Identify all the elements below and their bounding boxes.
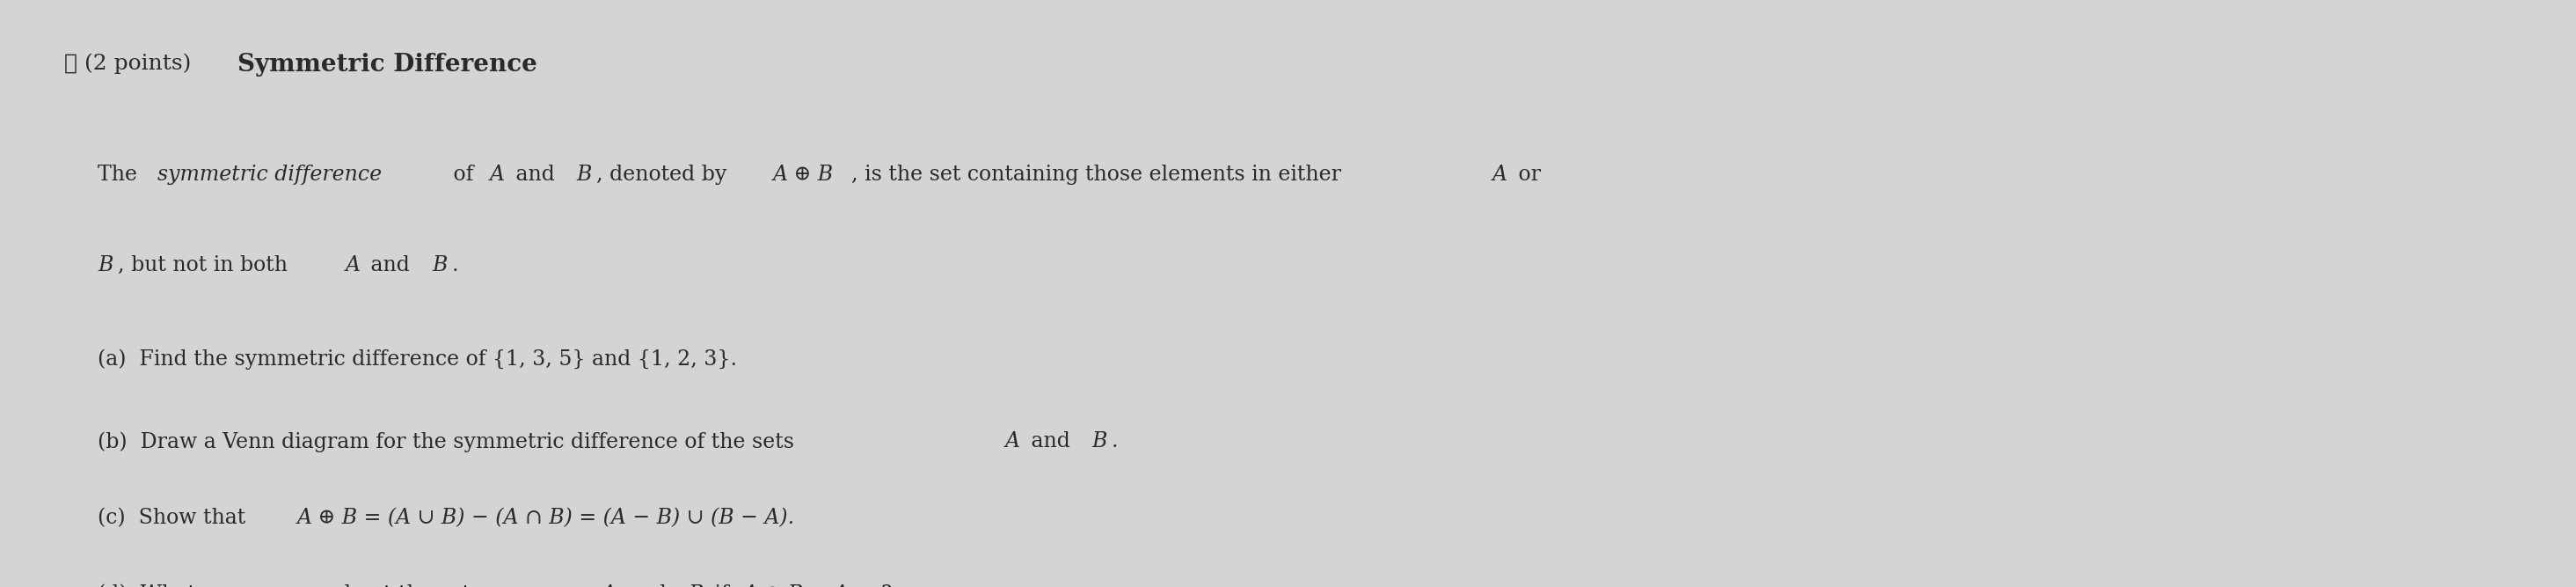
Text: B: B xyxy=(1092,431,1108,451)
Text: A: A xyxy=(489,164,505,184)
Text: A ⊕ B = (A ∪ B) − (A ∩ B) = (A − B) ∪ (B − A).: A ⊕ B = (A ∪ B) − (A ∩ B) = (A − B) ∪ (B… xyxy=(296,508,796,528)
Text: and: and xyxy=(1025,431,1077,451)
Text: A: A xyxy=(1005,431,1020,451)
Text: or: or xyxy=(1512,164,1540,184)
Text: A: A xyxy=(600,584,616,587)
Text: of: of xyxy=(448,164,479,184)
Text: B: B xyxy=(688,584,703,587)
Text: and: and xyxy=(621,584,672,587)
Text: A ⊕ B = A: A ⊕ B = A xyxy=(744,584,850,587)
Text: ?: ? xyxy=(881,584,891,587)
Text: symmetric difference: symmetric difference xyxy=(157,164,381,184)
Text: B: B xyxy=(98,255,113,275)
Text: A: A xyxy=(1492,164,1507,184)
Text: (d)  What can you say about the sets: (d) What can you say about the sets xyxy=(98,584,489,587)
Text: .: . xyxy=(451,255,459,275)
Text: , but not in both: , but not in both xyxy=(118,255,294,275)
Text: ★ (2 points): ★ (2 points) xyxy=(64,53,198,73)
Text: B: B xyxy=(577,164,592,184)
Text: A ⊕ B: A ⊕ B xyxy=(773,164,835,184)
Text: .: . xyxy=(1113,431,1118,451)
Text: B: B xyxy=(433,255,448,275)
Text: , is the set containing those elements in either: , is the set containing those elements i… xyxy=(853,164,1347,184)
Text: and: and xyxy=(510,164,562,184)
Text: (b)  Draw a Venn diagram for the symmetric difference of the sets: (b) Draw a Venn diagram for the symmetri… xyxy=(98,431,801,452)
Text: The: The xyxy=(98,164,144,184)
Text: , denoted by: , denoted by xyxy=(598,164,734,184)
Text: (c)  Show that: (c) Show that xyxy=(98,508,252,528)
Text: if: if xyxy=(708,584,734,587)
Text: (a)  Find the symmetric difference of {1, 3, 5} and {1, 2, 3}.: (a) Find the symmetric difference of {1,… xyxy=(98,349,737,370)
Text: Symmetric Difference: Symmetric Difference xyxy=(237,53,538,76)
Text: and: and xyxy=(363,255,417,275)
Text: A: A xyxy=(345,255,361,275)
